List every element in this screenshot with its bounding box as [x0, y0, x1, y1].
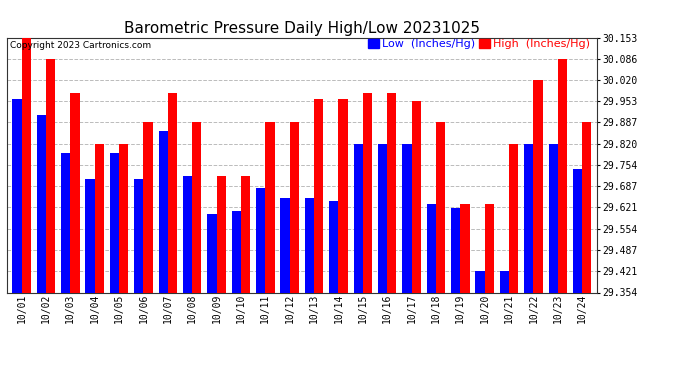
Bar [193, 122, 201, 292]
Bar [460, 204, 470, 292]
Bar [21, 38, 31, 292]
Bar [573, 169, 582, 292]
Bar [411, 101, 421, 292]
Bar [549, 144, 558, 292]
Bar [266, 122, 275, 292]
Bar [110, 153, 119, 292]
Bar [402, 144, 411, 292]
Bar [86, 179, 95, 292]
Bar [484, 204, 494, 292]
Bar [207, 214, 217, 292]
Bar [378, 144, 387, 292]
Bar [387, 93, 397, 292]
Bar [305, 198, 314, 292]
Text: Copyright 2023 Cartronics.com: Copyright 2023 Cartronics.com [10, 41, 151, 50]
Bar [159, 131, 168, 292]
Bar [524, 144, 533, 292]
Title: Barometric Pressure Daily High/Low 20231025: Barometric Pressure Daily High/Low 20231… [124, 21, 480, 36]
Legend: Low  (Inches/Hg), High  (Inches/Hg): Low (Inches/Hg), High (Inches/Hg) [366, 38, 591, 50]
Bar [436, 122, 445, 292]
Bar [582, 122, 591, 292]
Bar [241, 176, 250, 292]
Bar [426, 204, 436, 292]
Bar [280, 198, 290, 292]
Bar [256, 189, 266, 292]
Bar [500, 272, 509, 292]
Bar [168, 93, 177, 292]
Bar [363, 93, 372, 292]
Bar [183, 176, 193, 292]
Bar [134, 179, 144, 292]
Bar [144, 122, 152, 292]
Bar [353, 144, 363, 292]
Bar [558, 59, 567, 292]
Bar [217, 176, 226, 292]
Bar [119, 144, 128, 292]
Bar [70, 93, 79, 292]
Bar [37, 115, 46, 292]
Bar [12, 99, 21, 292]
Bar [509, 144, 518, 292]
Bar [61, 153, 70, 292]
Bar [533, 80, 543, 292]
Bar [95, 144, 104, 292]
Bar [314, 99, 324, 292]
Bar [232, 211, 241, 292]
Bar [290, 122, 299, 292]
Bar [338, 99, 348, 292]
Bar [46, 59, 55, 292]
Bar [451, 208, 460, 292]
Bar [475, 272, 484, 292]
Bar [329, 201, 338, 292]
